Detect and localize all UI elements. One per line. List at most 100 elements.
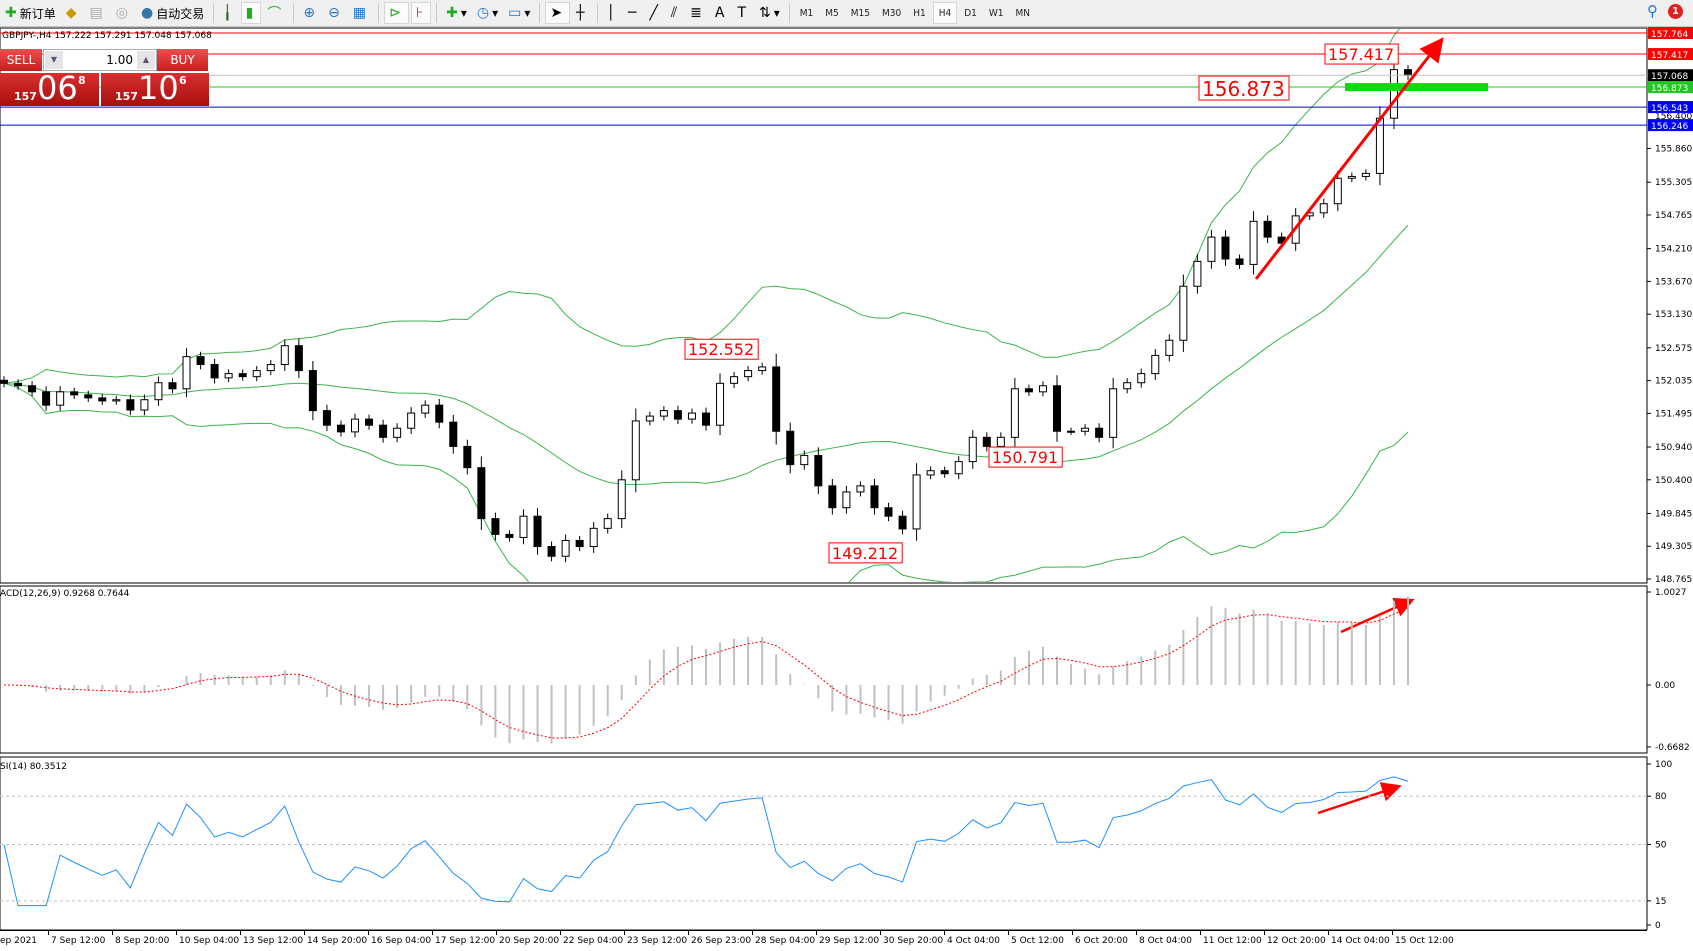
timeframe-m15[interactable]: M15 bbox=[850, 7, 870, 19]
time-label: 4 Oct 04:00 bbox=[944, 931, 1000, 946]
candle-bullish bbox=[968, 436, 977, 463]
candle-bearish bbox=[322, 410, 331, 426]
timeframe-mn[interactable]: MN bbox=[1015, 7, 1030, 19]
periods-button[interactable]: ◷ ▾ bbox=[476, 5, 499, 21]
rsi-axis-label: 100 bbox=[1655, 760, 1672, 770]
text-label-icon: T bbox=[737, 5, 746, 21]
horizontal-line-button[interactable]: ─ bbox=[624, 2, 643, 24]
candle-bearish bbox=[294, 345, 303, 372]
macd-signal-line bbox=[3, 607, 1409, 739]
buy-price-fraction: 6 bbox=[179, 74, 187, 87]
candle-bearish bbox=[884, 507, 893, 517]
candle-bullish bbox=[1109, 388, 1118, 438]
cursor-button[interactable]: ➤ bbox=[545, 2, 571, 24]
zoom-in-button[interactable]: ⊕ bbox=[299, 2, 322, 24]
bollinger-middle bbox=[3, 224, 1409, 485]
candle-bullish bbox=[112, 399, 121, 402]
candle-bearish bbox=[196, 356, 205, 366]
time-axis: ep 2021 7 Sep 12:00 8 Sep 20:00 10 Sep 04:0… bbox=[0, 930, 1647, 951]
time-label: 12 Oct 20:00 bbox=[1264, 931, 1326, 946]
lot-size-input[interactable]: ▼ 1.00 ▲ bbox=[43, 49, 157, 71]
line-chart-button[interactable]: ⌒ bbox=[263, 2, 288, 24]
timeframe-m5[interactable]: M5 bbox=[825, 7, 839, 19]
price-tick-label: 156.400 bbox=[1655, 112, 1692, 122]
price-annotation: 150.791 bbox=[992, 448, 1058, 467]
trendline-button[interactable]: ╱ bbox=[645, 2, 664, 24]
market-watch-button[interactable]: ◆ bbox=[62, 2, 84, 24]
candle-bearish bbox=[477, 467, 486, 520]
candle-bullish bbox=[1067, 430, 1076, 433]
lot-increase-button[interactable]: ▲ bbox=[137, 51, 155, 69]
chart-canvas[interactable]: 155.860 155.305 154.765 154.210 153.670 153.1… bbox=[0, 26, 1693, 930]
level-price-tag bbox=[1648, 48, 1693, 61]
lot-value[interactable]: 1.00 bbox=[106, 53, 133, 67]
candle-bearish bbox=[84, 394, 93, 399]
timeframe-h4[interactable]: H4 bbox=[932, 2, 958, 24]
time-label: 5 Oct 12:00 bbox=[1008, 931, 1064, 946]
buy-price-prefix: 157 bbox=[115, 90, 138, 103]
vertical-line-button[interactable]: │ bbox=[603, 2, 622, 24]
sell-price[interactable]: 157 06 8 bbox=[0, 69, 99, 107]
fibonacci-button[interactable]: ≣ bbox=[686, 2, 709, 24]
candle-bearish bbox=[126, 399, 135, 411]
equidistant-channel-button[interactable]: ⫽ bbox=[667, 2, 684, 24]
autoscroll-button[interactable]: ⊳ bbox=[384, 2, 409, 24]
print-button[interactable]: ▤ bbox=[86, 2, 110, 24]
indicators-button[interactable]: ✚ ▾ bbox=[446, 5, 467, 21]
bar-chart-button[interactable]: ╽ bbox=[219, 2, 238, 24]
candle-bullish bbox=[154, 382, 163, 401]
tile-icon: ▦ bbox=[352, 5, 367, 21]
templates-button[interactable]: ▭ ▾ bbox=[508, 5, 531, 21]
macd-axis-label: 1.0027 bbox=[1655, 588, 1687, 598]
candle-bearish bbox=[673, 410, 682, 420]
arrows-button[interactable]: ⇅ ▾ bbox=[759, 5, 780, 21]
candlestick-button[interactable]: ▮ bbox=[240, 2, 262, 24]
lot-decrease-button[interactable]: ▼ bbox=[45, 51, 63, 69]
candle-bearish bbox=[1095, 427, 1104, 438]
level-price-tag bbox=[1648, 69, 1693, 82]
candle-bullish bbox=[926, 470, 935, 476]
auto-trading-icon: ● bbox=[140, 5, 154, 21]
candle-bullish bbox=[996, 436, 1005, 447]
candle-bearish bbox=[1235, 258, 1244, 265]
search-icon[interactable]: ⚲ bbox=[1647, 2, 1658, 20]
zoom-out-button[interactable]: ⊖ bbox=[324, 2, 347, 24]
trendline-icon: ╱ bbox=[649, 5, 658, 21]
candle-bearish bbox=[505, 533, 514, 538]
template-icon: ▭ bbox=[508, 5, 522, 21]
candle-bearish bbox=[28, 385, 37, 393]
notification-badge[interactable]: 1 bbox=[1668, 3, 1683, 19]
text-icon: A bbox=[714, 5, 725, 21]
time-label: 11 Oct 12:00 bbox=[1200, 931, 1262, 946]
chart-info: GBPJPY-,H4 157.222 157.291 157.048 157.0… bbox=[2, 31, 212, 41]
auto-trading-label: 自动交易 bbox=[156, 6, 205, 21]
sell-button[interactable]: SELL bbox=[0, 49, 42, 71]
tile-windows-button[interactable]: ▦ bbox=[349, 2, 373, 24]
candle-bearish bbox=[575, 539, 584, 548]
buy-price[interactable]: 157 10 6 bbox=[101, 69, 209, 107]
timeframe-w1[interactable]: W1 bbox=[988, 7, 1004, 19]
crosshair-button[interactable]: ┼ bbox=[572, 2, 591, 24]
auto-trading-button[interactable]: ● 自动交易 bbox=[137, 2, 208, 24]
new-order-button[interactable]: ✚ 新订单 bbox=[1, 2, 60, 24]
price-tick-label: 151.495 bbox=[1655, 409, 1692, 419]
candle-bearish bbox=[1221, 236, 1230, 260]
price-tick-label: 153.130 bbox=[1655, 310, 1692, 320]
candle-bearish bbox=[491, 518, 500, 535]
candle-bullish bbox=[1347, 175, 1356, 179]
price-tick-label: 152.035 bbox=[1655, 377, 1692, 387]
timeframe-m30[interactable]: M30 bbox=[881, 7, 902, 19]
printer-icon: ▤ bbox=[89, 5, 103, 21]
timeframe-m1[interactable]: M1 bbox=[799, 7, 814, 19]
signals-button[interactable]: ◎ bbox=[112, 2, 135, 24]
sell-price-prefix: 157 bbox=[14, 90, 37, 103]
text-button[interactable]: A bbox=[711, 2, 732, 24]
buy-button[interactable]: BUY bbox=[157, 49, 208, 71]
timeframe-h1[interactable]: H1 bbox=[913, 7, 926, 19]
timeframe-d1[interactable]: D1 bbox=[964, 7, 977, 19]
time-label: 28 Sep 04:00 bbox=[751, 931, 816, 946]
text-label-button[interactable]: T bbox=[733, 2, 753, 24]
chart-shift-button[interactable]: ⊦ bbox=[410, 2, 432, 24]
candle-bearish bbox=[0, 379, 8, 384]
candle-bearish bbox=[1053, 385, 1061, 432]
